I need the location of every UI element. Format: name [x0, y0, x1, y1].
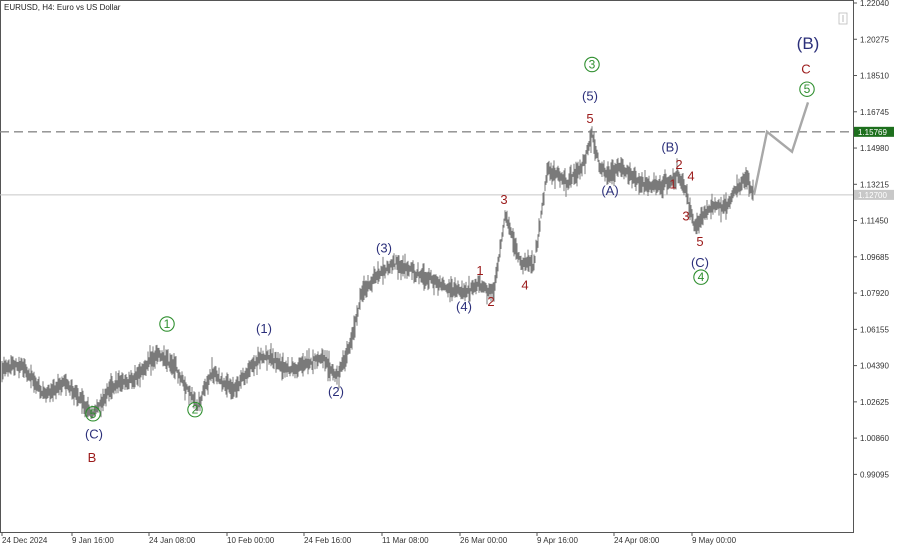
wave-label-blue: (C) [85, 426, 103, 441]
y-tick-label: 1.09685 [860, 253, 889, 262]
scroll-icon[interactable] [838, 12, 848, 25]
y-tick-label: 1.00860 [860, 434, 889, 443]
wave-label-blue: (3) [376, 240, 392, 255]
y-axis: 1.22040 1.20275 1.18510 1.16745 1.14980 1.132… [853, 0, 889, 479]
current-price-tag [854, 126, 894, 137]
wave-label-circle [584, 56, 600, 73]
wave-label-blue: (C) [691, 255, 709, 270]
price-levels: 1.15769 1.12700 [0, 126, 894, 200]
wave-label-red: 3 [682, 209, 689, 224]
last-price-value: 1.12700 [858, 191, 887, 200]
wave-label-green: 4 [698, 270, 705, 284]
y-tick-label: 1.04390 [860, 362, 889, 371]
wave-label-blue: (5) [582, 88, 598, 103]
wave-label-circle [85, 406, 101, 422]
price-bars [1, 126, 754, 419]
projection-path [752, 102, 810, 196]
wave-label-red: 1 [669, 177, 676, 192]
wave-label-red: 3 [500, 192, 507, 207]
wave-label-green: 2 [192, 403, 199, 417]
wave-label-red: 5 [696, 234, 703, 249]
y-tick-label: 1.07920 [860, 289, 889, 298]
wave-label-circle [159, 316, 175, 332]
wave-label-blue: (2) [328, 384, 344, 399]
x-tick-label: 24 Feb 16:00 [304, 536, 352, 545]
x-tick-label: 24 Dec 2024 [2, 536, 48, 545]
wave-label-blue: (B) [797, 34, 820, 53]
x-tick-label: 9 Jan 16:00 [72, 536, 114, 545]
plot-frame [0, 0, 854, 533]
wave-label-green: 1 [164, 317, 171, 331]
x-tick-label: 9 Apr 16:00 [537, 536, 578, 545]
wave-label-red: C [801, 62, 810, 77]
wave-label-red: 4 [687, 168, 694, 183]
y-tick-label: 1.14980 [860, 144, 889, 153]
wave-label-blue: (B) [661, 140, 678, 155]
wave-label-green: 3 [589, 58, 596, 72]
x-tick-label: 24 Jan 08:00 [149, 536, 196, 545]
wave-label-circle [693, 269, 709, 285]
y-tick-label: 1.16745 [860, 108, 889, 117]
wave-label-red: 1 [476, 263, 483, 278]
x-tick-label: 26 Mar 00:00 [460, 536, 508, 545]
x-tick-label: 11 Mar 08:00 [382, 536, 429, 545]
wave-label-blue: (A) [601, 183, 618, 198]
x-tick-label: 9 May 00:00 [692, 536, 737, 545]
y-tick-label: 1.18510 [860, 72, 889, 81]
current-price-value: 1.15769 [858, 128, 887, 137]
wave-label-green: 5 [804, 82, 811, 96]
wave-label-circle [187, 401, 203, 418]
projected-wave-line [752, 102, 810, 196]
wave-label-red: 5 [586, 111, 593, 126]
price-series [1, 126, 754, 419]
wave-label-red: B [88, 450, 97, 465]
wave-label-circle [799, 81, 815, 97]
chart-title: EURUSD, H4: Euro vs US Dollar [4, 3, 121, 12]
y-tick-label: 1.06155 [860, 325, 889, 334]
wave-label-red: 2 [487, 294, 494, 309]
wave-label-blue: (4) [456, 299, 472, 314]
y-tick-label: 1.22040 [860, 0, 889, 8]
wave-label-blue: (1) [256, 321, 272, 336]
last-price-tag [854, 189, 894, 200]
wave-label-green: 5 [90, 407, 97, 421]
wave-label-red: 2 [675, 157, 682, 172]
y-tick-label: 1.20275 [860, 35, 889, 44]
wave-labels: 15(C)B2(1)(2)(3)(4)12343(5)5(A)(B)24135(… [85, 34, 819, 465]
y-tick-label: 1.13215 [860, 180, 889, 189]
x-axis: 24 Dec 2024 9 Jan 16:00 24 Jan 08:00 10 Feb… [1, 532, 737, 545]
x-tick-label: 10 Feb 00:00 [227, 536, 275, 545]
y-tick-label: 1.11450 [860, 217, 889, 226]
y-tick-label: 0.99095 [860, 470, 889, 479]
y-tick-label: 1.02625 [860, 398, 889, 407]
x-tick-label: 24 Apr 08:00 [614, 536, 660, 545]
wave-label-red: 4 [521, 277, 528, 292]
